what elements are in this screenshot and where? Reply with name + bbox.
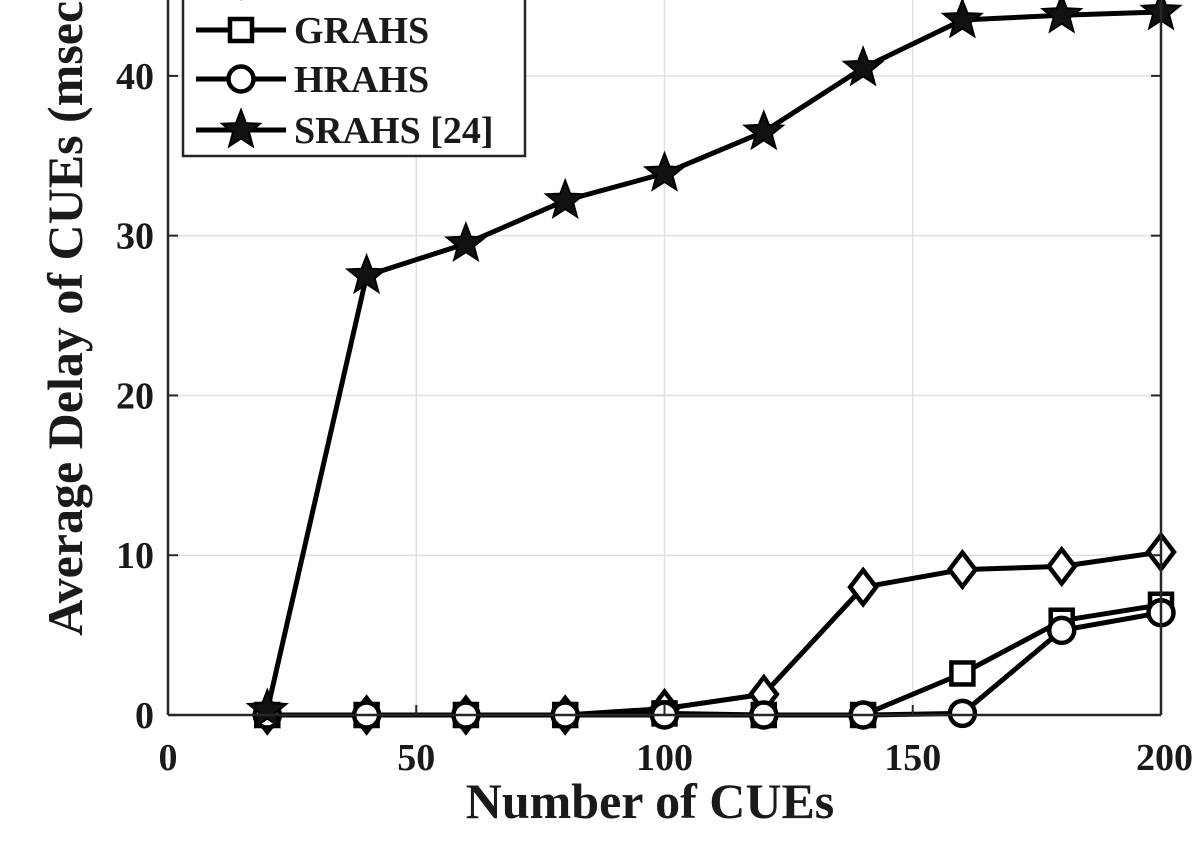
data-point-star xyxy=(444,220,488,263)
series-circle xyxy=(252,597,1176,730)
series-square xyxy=(254,591,1175,729)
y-tick-label: 30 xyxy=(116,216,154,258)
data-point-star xyxy=(841,45,885,87)
data-point-square xyxy=(949,660,976,687)
y-tick-label: 20 xyxy=(116,375,154,417)
data-point-circle xyxy=(947,698,978,729)
y-tick-label: 0 xyxy=(135,695,154,737)
x-tick-label: 50 xyxy=(397,737,435,779)
legend-label: SRAHS [24] xyxy=(294,110,494,152)
y-tick-label: 40 xyxy=(116,56,154,98)
x-axis-label: Number of CUEs xyxy=(466,773,835,829)
legend-star-icon xyxy=(219,107,263,149)
data-point-star xyxy=(245,687,289,729)
legend-label: HRAHS xyxy=(294,59,429,101)
x-tick-label: 0 xyxy=(159,737,178,779)
series-line xyxy=(267,549,1162,718)
data-point-star xyxy=(1040,0,1084,34)
axes xyxy=(166,0,1163,717)
x-tick-label: 200 xyxy=(1136,737,1193,779)
data-point-star xyxy=(344,252,389,295)
tick-labels: 0 50 100 150 200 0 10 20 30 40 xyxy=(116,56,1193,779)
data-point-diamond xyxy=(1045,545,1078,588)
legend: GRAHS HRAHS SRAHS [24] xyxy=(181,0,527,158)
x-tick-label: 150 xyxy=(884,737,941,779)
legend-entry: HRAHS xyxy=(196,59,429,101)
series-line xyxy=(264,9,1162,711)
data-point-diamond xyxy=(946,548,979,591)
data-point-star xyxy=(742,108,786,151)
x-tick-label: 100 xyxy=(636,737,693,779)
legend-entry: GRAHS xyxy=(196,10,429,52)
data-point-circle xyxy=(1046,615,1077,646)
legend-entry: SRAHS [24] xyxy=(196,107,494,152)
legend-label: GRAHS xyxy=(294,10,429,52)
data-point-star xyxy=(642,150,687,192)
y-tick-label: 10 xyxy=(116,535,154,577)
data-point-star xyxy=(543,177,587,219)
data-point-diamond xyxy=(847,566,879,608)
legend-square-icon xyxy=(227,16,255,44)
legend-circle-icon xyxy=(226,64,256,94)
y-axis-label: Average Delay of CUEs (msec) xyxy=(37,0,93,636)
series-star xyxy=(245,0,1183,729)
data-point-star xyxy=(940,0,985,39)
